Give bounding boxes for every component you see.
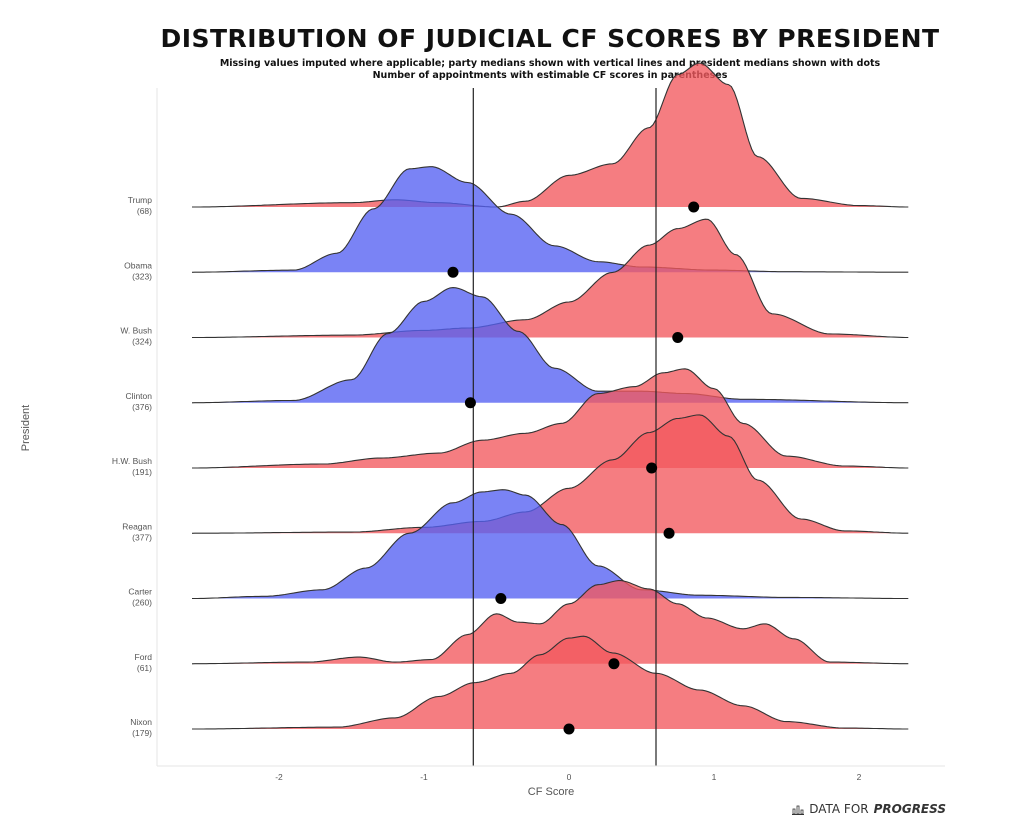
- density-outline-nixon: [192, 635, 909, 730]
- appointment-count: (377): [132, 532, 152, 542]
- density-trump: [192, 63, 910, 207]
- density-outline-clinton: [191, 287, 909, 404]
- brand-emphasis: PROGRESS: [873, 802, 946, 816]
- chart-note: Number of appointments with estimable CF…: [372, 70, 728, 81]
- appointment-count: (61): [137, 663, 152, 673]
- median-dot-carter: [495, 593, 507, 604]
- median-dot-nixon: [563, 723, 575, 735]
- x-axis: -2 -1 0 1 2 CF Score President: [20, 88, 945, 798]
- density-obama: [192, 166, 910, 273]
- median-dot-trump: [688, 201, 700, 213]
- president-name: Nixon: [130, 717, 152, 727]
- y-axis-title: President: [20, 405, 32, 451]
- appointment-count: (179): [132, 728, 152, 738]
- president-name: H.W. Bush: [112, 456, 152, 466]
- president-name: Ford: [135, 652, 153, 662]
- president-median-dots: [447, 201, 700, 735]
- president-name: Reagan: [122, 521, 152, 531]
- chart-title: DISTRIBUTION OF JUDICIAL CF SCORES BY PR…: [160, 24, 940, 53]
- density-nixon: [192, 636, 910, 729]
- median-dot-ford: [608, 658, 620, 670]
- x-tick-label: -2: [275, 772, 283, 782]
- president-name: Clinton: [126, 391, 153, 401]
- density-carter: [192, 489, 910, 599]
- median-dot-obama: [447, 266, 459, 278]
- president-name: Carter: [128, 587, 152, 597]
- density-outline-reagan: [191, 414, 909, 534]
- x-tick-label: 1: [712, 772, 717, 782]
- appointment-count: (191): [132, 467, 152, 477]
- ridges-layer: [191, 62, 910, 730]
- median-dot-clinton: [464, 397, 476, 409]
- x-tick-label: 2: [857, 772, 862, 782]
- density-outline-carter: [192, 489, 909, 600]
- appointment-count: (260): [132, 598, 152, 608]
- brand-prefix: DATA FOR: [809, 802, 869, 816]
- appointment-count: (324): [132, 337, 152, 347]
- density-ford: [192, 580, 910, 664]
- density-outline-ford: [191, 580, 909, 665]
- party-median-lines: [472, 88, 657, 766]
- brand-logo: DATA FOR PROGRESS: [792, 802, 946, 816]
- density-w-bush: [192, 219, 910, 338]
- appointment-count: (68): [137, 206, 152, 216]
- president-name: W. Bush: [120, 326, 152, 336]
- appointment-count: (376): [132, 402, 152, 412]
- median-dot-w-bush: [672, 332, 684, 343]
- president-name: Obama: [124, 260, 152, 270]
- x-axis-title: CF Score: [528, 786, 574, 798]
- median-dot-reagan: [663, 527, 675, 539]
- y-axis-labels: Trump(68)Obama(323)W. Bush(324)Clinton(3…: [112, 195, 152, 738]
- chart-subtitle: Missing values imputed where applicable;…: [219, 58, 881, 69]
- density-reagan: [192, 414, 910, 534]
- density-clinton: [192, 287, 910, 403]
- x-tick-label: 0: [567, 772, 572, 782]
- density-outline-trump: [192, 62, 909, 208]
- density-outline-w-bush: [192, 218, 909, 339]
- bar-chart-icon: [792, 805, 805, 815]
- president-name: Trump: [128, 195, 153, 205]
- density-outline-h-w-bush: [192, 368, 909, 469]
- x-tick-label: -1: [420, 772, 428, 782]
- density-outline-obama: [191, 166, 909, 273]
- median-dot-h-w-bush: [646, 462, 658, 474]
- appointment-count: (323): [132, 271, 152, 281]
